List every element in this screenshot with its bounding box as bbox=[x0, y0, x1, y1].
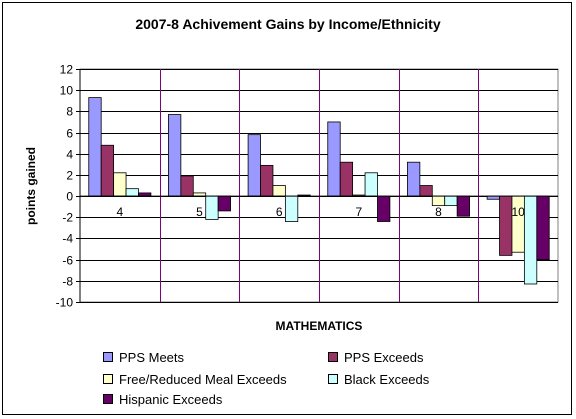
legend-label: PPS Meets bbox=[119, 350, 185, 365]
y-tick-label: -6 bbox=[62, 254, 73, 268]
x-tick-label: 8 bbox=[435, 205, 442, 219]
bar bbox=[125, 188, 139, 197]
bar bbox=[536, 195, 550, 261]
bar bbox=[364, 172, 378, 197]
legend-label: PPS Exceeds bbox=[344, 350, 424, 365]
bar bbox=[444, 195, 458, 207]
legend-swatch bbox=[328, 352, 338, 362]
legend-item: PPS Meets bbox=[103, 350, 184, 365]
legend-item: Free/Reduced Meal Exceeds bbox=[103, 372, 287, 387]
legend-swatch bbox=[103, 352, 113, 362]
bar bbox=[113, 172, 127, 197]
y-tick-label: 4 bbox=[66, 148, 73, 162]
y-tick-label: -2 bbox=[62, 211, 73, 225]
gridlines bbox=[79, 68, 559, 303]
y-tick-label: -10 bbox=[56, 296, 74, 310]
bar bbox=[272, 185, 286, 197]
legend-swatch bbox=[328, 374, 338, 384]
bar bbox=[499, 195, 513, 256]
bar bbox=[407, 161, 421, 197]
y-tick-label: 8 bbox=[66, 105, 73, 119]
x-tick-label: 4 bbox=[116, 205, 123, 219]
legend-label: Free/Reduced Meal Exceeds bbox=[119, 372, 287, 387]
bar bbox=[88, 97, 102, 197]
bar bbox=[456, 195, 470, 217]
y-axis-label: points gained bbox=[24, 147, 38, 225]
bar bbox=[205, 195, 219, 220]
bar bbox=[260, 164, 274, 197]
legend-item: Hispanic Exceeds bbox=[103, 392, 222, 407]
bar bbox=[523, 195, 538, 285]
legend-swatch bbox=[103, 394, 113, 404]
y-tick-label: 6 bbox=[66, 127, 73, 141]
x-axis-label: MATHEMATICS bbox=[276, 319, 363, 333]
bars bbox=[88, 97, 550, 285]
axes: -10 -8 -6 -4 -2 0 2 4 6 8 10 12 4 5 6 7 8 10 bbox=[56, 63, 558, 310]
x-tick-label: 10 bbox=[511, 205, 525, 219]
y-tick-label: -4 bbox=[62, 232, 73, 246]
legend-item: Black Exceeds bbox=[328, 372, 429, 387]
bar bbox=[419, 185, 433, 197]
y-tick-label: 10 bbox=[60, 84, 74, 98]
legend-label: Black Exceeds bbox=[344, 372, 430, 387]
bar bbox=[168, 114, 182, 197]
bar bbox=[327, 121, 341, 197]
bar bbox=[100, 144, 115, 197]
legend-swatch bbox=[103, 374, 113, 384]
bar bbox=[247, 134, 261, 197]
legend-label: Hispanic Exceeds bbox=[119, 392, 223, 407]
bar bbox=[284, 195, 299, 222]
x-tick-label: 5 bbox=[196, 205, 203, 219]
y-tick-label: 2 bbox=[66, 169, 73, 183]
chart-title: 2007-8 Achivement Gains by Income/Ethnic… bbox=[135, 16, 441, 32]
bar bbox=[377, 195, 391, 222]
y-tick-label: 0 bbox=[66, 190, 73, 204]
bar bbox=[180, 175, 194, 197]
x-tick-label: 7 bbox=[355, 205, 362, 219]
legend-item: PPS Exceeds bbox=[328, 350, 424, 365]
bar bbox=[339, 161, 354, 197]
bar bbox=[217, 195, 231, 212]
x-tick-label: 6 bbox=[276, 205, 283, 219]
y-tick-label: 12 bbox=[60, 63, 74, 77]
y-tick-label: -8 bbox=[62, 275, 73, 289]
